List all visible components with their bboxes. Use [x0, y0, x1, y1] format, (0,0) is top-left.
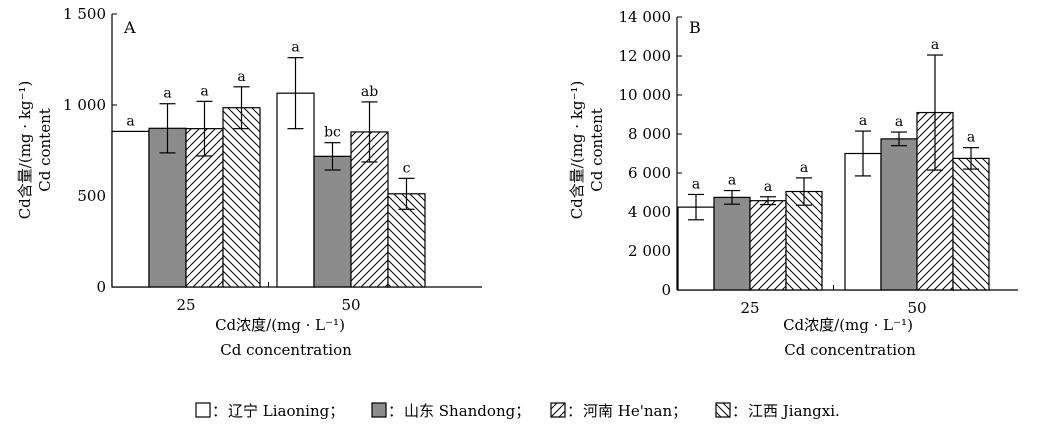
panel-b-bars: a a a a a a a a: [677, 37, 990, 291]
panel-a-xlabel-en: Cd concentration: [220, 341, 352, 359]
bar: [880, 138, 918, 291]
legend-swatch: [715, 402, 731, 418]
x-tick-label: 50: [341, 296, 360, 314]
panel-a-letter: A: [123, 18, 136, 37]
legend-separator: ：: [212, 402, 227, 420]
panel-b-xlabel: Cd浓度/(mg · L⁻¹): [783, 316, 913, 334]
bar: [749, 200, 787, 291]
panel-b: B Cd含量/(mg · kg⁻¹) Cd content Cd浓度/(mg ·…: [568, 8, 1018, 359]
x-tick-label: 50: [907, 299, 926, 317]
significance-label: a: [126, 113, 134, 129]
significance-label: bc: [324, 125, 341, 141]
bar: [111, 130, 150, 288]
x-tick-label: 25: [740, 299, 759, 317]
bar: [713, 196, 751, 291]
legend-label: 山东 Shandong；: [404, 402, 530, 420]
y-tick-label: 1 500: [63, 5, 106, 23]
legend: ：辽宁 Liaoning；：山东 Shandong；：河南 He'nan；：江西…: [195, 402, 840, 420]
bar: [313, 155, 352, 288]
significance-label: c: [403, 160, 411, 176]
y-tick-label: 6 000: [628, 164, 671, 182]
panel-b-xlabel-en: Cd concentration: [784, 341, 916, 359]
bar: [222, 107, 261, 288]
significance-label: a: [764, 179, 772, 195]
legend-separator: ：: [732, 402, 747, 420]
significance-label: a: [237, 69, 245, 85]
legend-label: 江西 Jiangxi.: [748, 402, 840, 420]
significance-label: a: [895, 114, 903, 130]
y-tick-label: 0: [661, 281, 671, 299]
significance-label: a: [800, 160, 808, 176]
legend-separator: ：: [567, 402, 582, 420]
panel-b-ylabel-en: Cd content: [588, 108, 606, 192]
significance-label: ab: [361, 84, 378, 100]
y-tick-label: 2 000: [628, 242, 671, 260]
y-tick-label: 500: [77, 187, 106, 205]
significance-label: a: [291, 40, 299, 56]
x-tick-label: 25: [176, 296, 195, 314]
panel-a-axes: 0 500 1 000 1 500 25 50: [63, 5, 482, 314]
significance-label: a: [692, 176, 700, 192]
y-tick-label: 14 000: [619, 8, 672, 26]
significance-label: a: [728, 173, 736, 189]
panel-a: A Cd含量/(mg · kg⁻¹) Cd content Cd浓度/(mg ·…: [16, 5, 482, 359]
significance-label: a: [931, 37, 939, 53]
panel-b-letter: B: [689, 18, 701, 37]
legend-swatch: [550, 402, 566, 418]
y-tick-label: 8 000: [628, 125, 671, 143]
panel-a-ylabel: Cd含量/(mg · kg⁻¹): [16, 81, 34, 220]
y-tick-label: 1 000: [63, 96, 106, 114]
y-tick-label: 4 000: [628, 203, 671, 221]
significance-label: a: [163, 86, 171, 102]
significance-label: a: [967, 130, 975, 146]
panel-a-xlabel: Cd浓度/(mg · L⁻¹): [215, 316, 345, 334]
y-tick-label: 12 000: [619, 47, 672, 65]
bar: [677, 206, 715, 291]
significance-label: a: [200, 83, 208, 99]
bar: [785, 190, 823, 291]
legend-label: 河南 He'nan；: [583, 402, 687, 420]
bar: [148, 127, 187, 288]
legend-separator: ：: [388, 402, 403, 420]
panel-b-ylabel: Cd含量/(mg · kg⁻¹): [568, 81, 586, 220]
legend-swatch: [371, 402, 387, 418]
y-tick-label: 0: [96, 278, 106, 296]
legend-swatch: [195, 402, 211, 418]
significance-label: a: [859, 113, 867, 129]
bar: [952, 157, 990, 291]
y-tick-label: 10 000: [619, 86, 672, 104]
legend-label: 辽宁 Liaoning；: [228, 402, 344, 420]
panel-a-ylabel-en: Cd content: [36, 108, 54, 192]
